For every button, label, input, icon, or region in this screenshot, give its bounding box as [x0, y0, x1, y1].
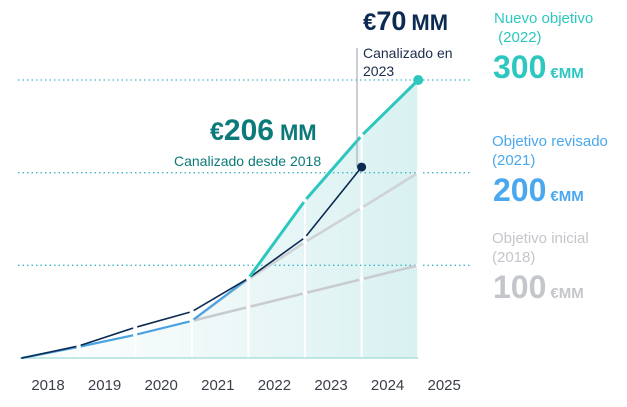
point-nuevo: [302, 198, 308, 203]
x-tick-label: 2018: [31, 377, 64, 394]
target-revisado-label: Objetivo revisado (2021): [492, 132, 608, 170]
callout-total-unit: MM: [279, 120, 317, 145]
callout-2023-label-line1: Canalizado en: [363, 45, 453, 61]
target-inicial-label-line2: (2018): [492, 249, 536, 266]
point-nuevo: [246, 276, 251, 281]
target-inicial-unit: €MM: [550, 285, 584, 302]
point-actual: [189, 309, 194, 314]
point-inicial: [246, 304, 251, 310]
callout-total-number: 206: [223, 114, 274, 147]
x-tick-label: 2019: [88, 377, 121, 394]
target-inicial-number: 100: [493, 269, 547, 305]
point-inicial: [416, 263, 421, 268]
point-actual: [302, 235, 308, 240]
target-revisado-label-line2: (2021): [492, 152, 536, 169]
target-nuevo-number: 300: [493, 49, 547, 85]
point-revisado: [302, 239, 308, 245]
point-inicial: [302, 290, 308, 296]
target-revisado-unit: €MM: [550, 188, 584, 205]
x-tick-label: 2020: [145, 377, 178, 394]
x-tick-label: 2024: [371, 377, 404, 394]
target-inicial-value: 100 €MM: [493, 269, 584, 306]
x-tick-label: 2021: [201, 377, 234, 394]
callout-2023-label: Canalizado en 2023: [363, 44, 453, 80]
target-revisado-label-line1: Objetivo revisado: [492, 133, 608, 150]
target-nuevo-label-line2: (2022): [494, 29, 542, 46]
target-inicial-label-line1: Objetivo inicial: [492, 230, 589, 247]
callout-total-currency: €: [210, 118, 224, 146]
point-revisado: [416, 170, 421, 175]
callout-total-value: €206 MM: [210, 114, 317, 148]
target-nuevo-value: 300 €MM: [493, 49, 584, 86]
x-axis-ticks: 2018 2019 2020 2021 2022 2023 2024 2025: [31, 377, 461, 394]
target-nuevo-label-line1: Nuevo objetivo: [494, 10, 594, 27]
point-nuevo: [359, 133, 364, 138]
point-actual-end: [357, 162, 367, 172]
point-revisado_hist: [133, 332, 138, 338]
x-tick-label: 2025: [428, 377, 461, 394]
target-revisado-number: 200: [493, 172, 547, 208]
callout-2023-unit: MM: [411, 10, 449, 35]
callout-total-label: Canalizado desde 2018: [174, 153, 322, 169]
point-inicial: [359, 277, 364, 282]
callout-2023-label-line2: 2023: [363, 63, 395, 79]
point-revisado_hist: [189, 318, 194, 324]
target-revisado-value: 200 €MM: [493, 172, 584, 209]
point-markers: [76, 48, 424, 350]
x-tick-label: 2022: [258, 377, 291, 394]
target-nuevo-label: Nuevo objetivo (2022): [494, 9, 593, 47]
target-reference-lines: [18, 79, 470, 359]
callout-2023-number: 70: [376, 6, 407, 36]
point-revisado: [359, 205, 364, 211]
series-nuevo: [246, 78, 420, 280]
callout-2023-currency: €: [363, 9, 377, 36]
point-nuevo-end: [413, 75, 424, 85]
callout-2023-value: €70 MM: [363, 6, 448, 37]
point-actual: [133, 325, 138, 330]
x-tick-label: 2023: [314, 377, 347, 394]
target-inicial-label: Objetivo inicial (2018): [492, 229, 589, 267]
target-nuevo-unit: €MM: [550, 65, 584, 82]
point-revisado_hist: [76, 344, 81, 350]
